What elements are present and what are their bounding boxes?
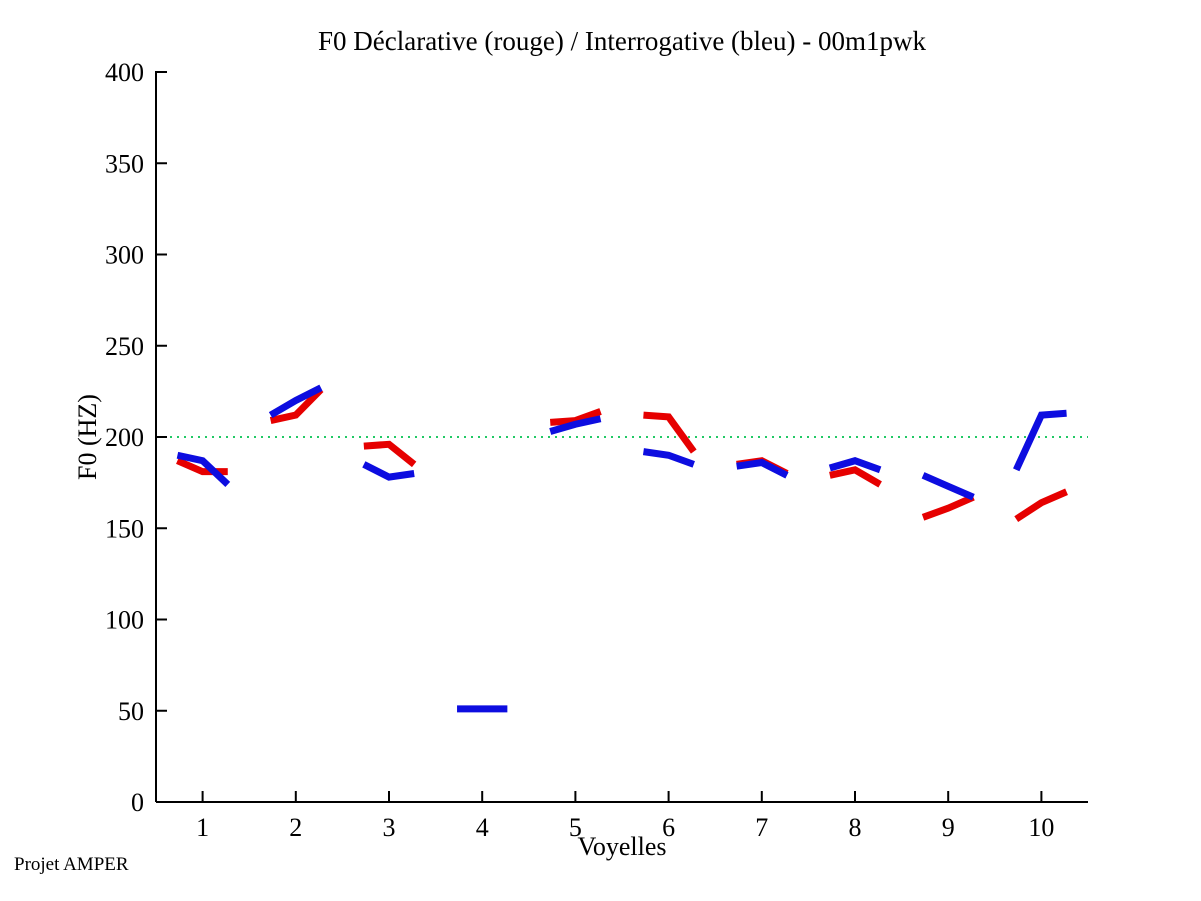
- series-interrogative-vowel-8: [828, 457, 882, 474]
- x-axis-label: Voyelles: [577, 832, 667, 861]
- project-watermark: Projet AMPER: [14, 854, 129, 875]
- series-interrogative-vowel-1: [176, 451, 231, 487]
- y-tick-label: 250: [105, 332, 144, 361]
- x-tick-label: 6: [662, 813, 675, 842]
- x-tick-label: 2: [289, 813, 302, 842]
- series-declarative-vowel-8: [829, 466, 882, 488]
- x-tick-label: 5: [569, 813, 582, 842]
- y-tick-label: 200: [105, 423, 144, 452]
- series-interrogative-vowel-3: [362, 461, 415, 481]
- x-tick-label: 8: [849, 813, 862, 842]
- series-interrogative-vowel-6: [642, 448, 695, 468]
- series-declarative-vowel-2: [269, 387, 324, 424]
- series-interrogative-vowel-5: [549, 415, 602, 435]
- series-interrogative-vowel-7: [736, 458, 789, 479]
- series-declarative-vowel-5: [549, 408, 602, 426]
- series-declarative-vowel-1: [176, 457, 228, 476]
- y-tick-label: 150: [105, 514, 144, 543]
- series-interrogative-vowel-9: [921, 472, 975, 501]
- y-tick-label: 100: [105, 606, 144, 635]
- y-tick-label: 300: [105, 241, 144, 270]
- x-tick-label: 10: [1028, 813, 1054, 842]
- y-axis-label: F0 (HZ): [73, 394, 102, 480]
- y-tick-label: 50: [118, 697, 144, 726]
- chart-title: F0 Déclarative (rouge) / Interrogative (…: [317, 26, 927, 56]
- series-declarative-vowel-10: [1014, 488, 1068, 523]
- x-tick-label: 4: [476, 813, 489, 842]
- x-tick-label: 1: [196, 813, 209, 842]
- series-declarative-vowel-9: [921, 494, 975, 521]
- series-declarative-vowel-3: [363, 440, 417, 468]
- x-tick-label: 9: [942, 813, 955, 842]
- series-interrogative-vowel-10: [1013, 409, 1067, 472]
- series-declarative-vowel-6: [643, 411, 697, 454]
- y-tick-label: 400: [105, 58, 144, 87]
- x-tick-label: 7: [755, 813, 768, 842]
- y-tick-label: 350: [105, 149, 144, 178]
- y-tick-label: 0: [131, 788, 144, 817]
- x-tick-label: 3: [383, 813, 396, 842]
- series-interrogative-vowel-2: [268, 384, 323, 419]
